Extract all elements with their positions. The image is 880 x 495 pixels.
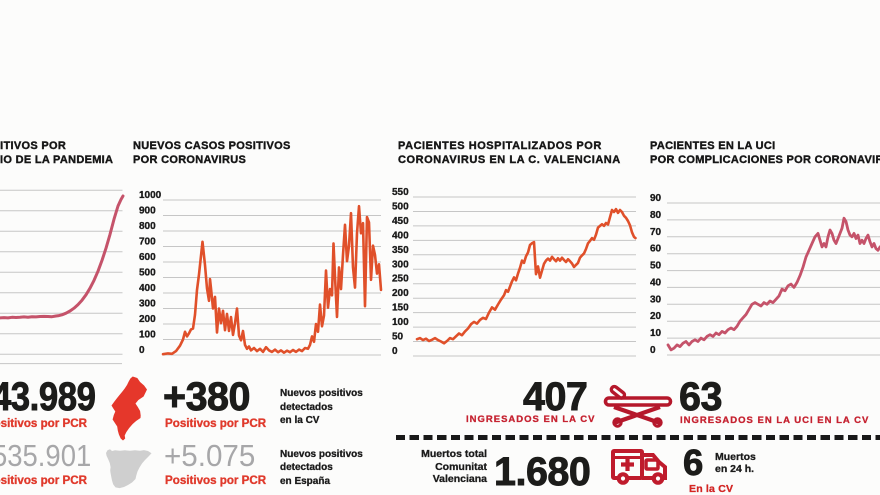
svg-text:250: 250 bbox=[392, 274, 409, 285]
svg-text:100: 100 bbox=[139, 330, 156, 341]
svg-text:350: 350 bbox=[392, 245, 409, 256]
svg-text:40: 40 bbox=[650, 277, 662, 288]
svg-text:1000: 1000 bbox=[139, 190, 162, 201]
svg-text:150: 150 bbox=[392, 303, 409, 314]
svg-text:100: 100 bbox=[392, 317, 409, 328]
svg-text:200: 200 bbox=[392, 288, 409, 299]
svg-text:550: 550 bbox=[392, 187, 409, 198]
svg-text:300: 300 bbox=[139, 299, 156, 310]
svg-text:60: 60 bbox=[650, 244, 662, 255]
svg-text:10: 10 bbox=[650, 328, 662, 339]
svg-text:50: 50 bbox=[650, 261, 662, 272]
svg-text:450: 450 bbox=[392, 216, 409, 227]
svg-text:90: 90 bbox=[650, 193, 662, 204]
svg-text:0: 0 bbox=[139, 345, 145, 356]
svg-text:400: 400 bbox=[392, 230, 409, 241]
svg-text:800: 800 bbox=[139, 221, 156, 232]
svg-text:900: 900 bbox=[139, 206, 156, 217]
svg-text:70: 70 bbox=[650, 227, 662, 238]
svg-text:80: 80 bbox=[650, 210, 662, 221]
svg-text:400: 400 bbox=[139, 283, 156, 294]
svg-text:500: 500 bbox=[139, 268, 156, 279]
svg-text:30: 30 bbox=[650, 294, 662, 305]
svg-text:300: 300 bbox=[392, 259, 409, 270]
svg-text:0: 0 bbox=[650, 345, 656, 356]
svg-text:600: 600 bbox=[139, 252, 156, 263]
svg-text:200: 200 bbox=[139, 314, 156, 325]
svg-text:20: 20 bbox=[650, 311, 662, 322]
svg-text:50: 50 bbox=[392, 332, 404, 343]
svg-text:500: 500 bbox=[392, 202, 409, 213]
svg-text:0: 0 bbox=[392, 346, 398, 357]
svg-text:700: 700 bbox=[139, 237, 156, 248]
